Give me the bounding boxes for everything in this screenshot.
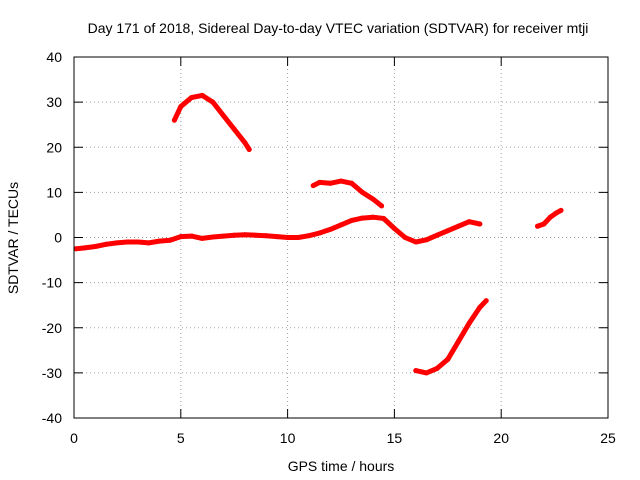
data-point [445, 228, 451, 234]
data-point [456, 223, 461, 229]
data-point [221, 233, 226, 239]
data-point [535, 223, 540, 229]
x-tick-label: 0 [70, 430, 78, 446]
data-point [317, 230, 323, 236]
data-point [263, 233, 269, 239]
chart-title: Day 171 of 2018, Sidereal Day-to-day VTE… [88, 20, 589, 36]
y-tick-label: 40 [46, 49, 62, 65]
x-tick-label: 10 [280, 430, 296, 446]
grid-lines [74, 57, 608, 418]
data-point [242, 232, 248, 238]
data-point [413, 368, 419, 374]
data-point [402, 235, 408, 240]
data-point [103, 241, 109, 247]
data-point [135, 239, 141, 245]
data-point [327, 180, 333, 186]
data-point [167, 237, 173, 243]
data-point [114, 240, 120, 246]
y-tick-label: 20 [46, 139, 62, 155]
data-point [246, 147, 252, 152]
data-point [445, 356, 451, 362]
data-point [434, 365, 440, 371]
data-point [189, 95, 194, 101]
y-axis-label: SDTVAR / TECUs [5, 182, 21, 294]
data-point [434, 232, 440, 238]
data-point [391, 226, 397, 231]
data-point [338, 178, 344, 184]
series-arc-main [73, 214, 483, 252]
data-point [423, 370, 429, 376]
data-point [178, 234, 184, 240]
data-point [477, 304, 483, 310]
data-point [146, 240, 152, 246]
data-point [317, 179, 323, 185]
data-point [477, 221, 483, 227]
data-point [370, 196, 376, 202]
data-point [349, 217, 355, 223]
x-axis-label: GPS time / hours [288, 458, 395, 474]
data-point [359, 189, 365, 195]
data-point [423, 237, 429, 243]
data-point [381, 216, 387, 221]
axes: 0 5 10 15 20 25 -40 -30 -20 -10 0 10 20 30 40 [42, 49, 616, 446]
data-point [189, 233, 194, 239]
data-point [310, 183, 316, 189]
data-point [541, 221, 547, 227]
data-point [359, 215, 365, 221]
y-tick-label: 0 [54, 230, 62, 246]
y-tick-label: -10 [42, 275, 62, 291]
x-tick-label: 5 [177, 430, 185, 446]
data-point [370, 214, 376, 220]
data-point [156, 238, 162, 244]
y-tick-label: -40 [42, 410, 62, 426]
data-point [124, 239, 130, 245]
data-point [285, 235, 291, 240]
data-point [295, 235, 301, 240]
data-point [253, 232, 259, 238]
series-arc-low [413, 298, 489, 376]
x-tick-label: 15 [387, 430, 403, 446]
data-point [554, 210, 560, 216]
data-point [456, 338, 461, 344]
x-tick-label: 25 [600, 430, 616, 446]
data-point [327, 226, 333, 232]
data-point [242, 140, 248, 146]
y-tick-label: 30 [46, 94, 62, 110]
x-tick-label: 20 [493, 430, 509, 446]
data-point [349, 180, 355, 186]
data-point [231, 126, 237, 132]
y-tick-label: 10 [46, 184, 62, 200]
data-point [306, 233, 312, 239]
data-point [171, 117, 177, 123]
data-point [338, 222, 344, 228]
data-point [221, 113, 226, 119]
data-point [199, 235, 205, 241]
data-point [483, 298, 489, 304]
data-point [466, 219, 472, 225]
series-arc-mid [310, 178, 385, 209]
data-point [547, 214, 553, 220]
data-point [178, 104, 184, 110]
data-point [92, 244, 98, 249]
data-point [274, 234, 280, 240]
data-point [73, 246, 79, 252]
series-layer [73, 92, 564, 376]
data-point [210, 99, 216, 105]
y-tick-label: -30 [42, 365, 62, 381]
y-tick-label: -20 [42, 320, 62, 336]
data-point [466, 320, 472, 326]
data-point [413, 239, 419, 245]
data-point [210, 234, 216, 240]
data-point [558, 207, 564, 213]
data-point [379, 203, 385, 209]
data-point [231, 232, 237, 238]
data-point [199, 92, 205, 98]
data-point [82, 245, 88, 251]
